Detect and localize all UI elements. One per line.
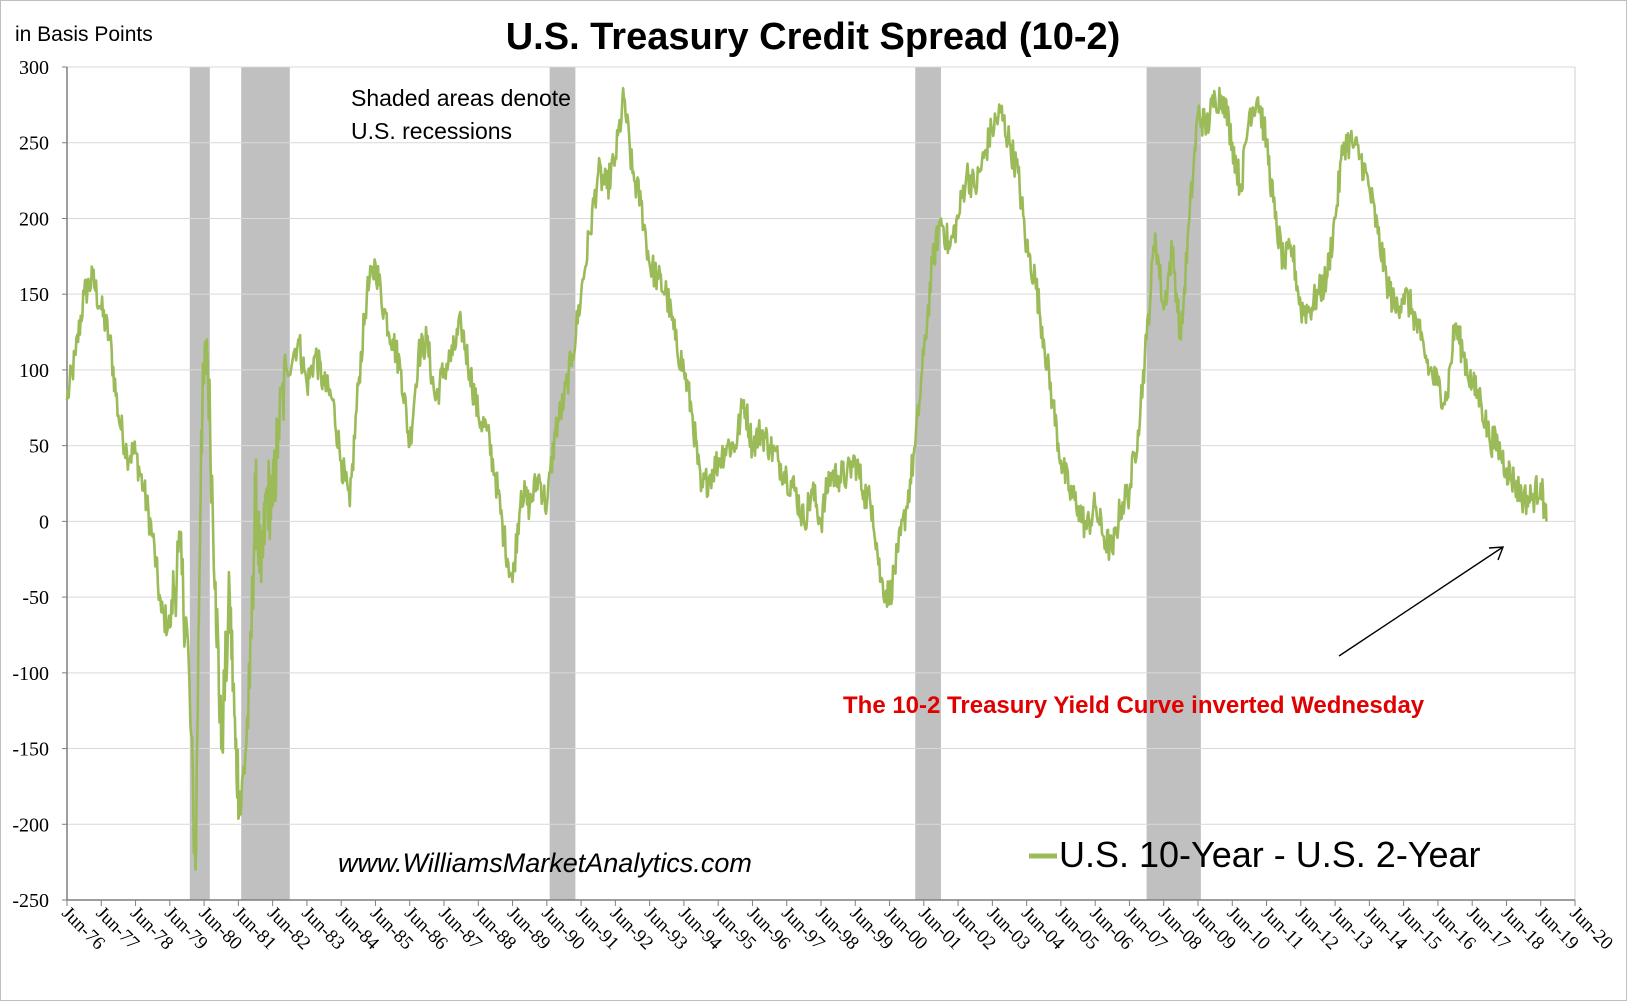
series-layer — [65, 86, 1548, 871]
y-tick-label: -200 — [12, 814, 49, 836]
annotation-arrow — [1338, 546, 1505, 657]
y-tick-label: -100 — [12, 663, 49, 685]
source-watermark: www.WilliamsMarketAnalytics.com — [338, 848, 752, 878]
y-tick-label: -250 — [12, 890, 49, 912]
y-tick-label: 50 — [29, 436, 49, 458]
gridlines — [67, 66, 1575, 901]
y-tick-label: 200 — [19, 208, 49, 230]
y-tick-label: 250 — [19, 133, 49, 155]
y-axis-label: in Basis Points — [15, 23, 153, 46]
recession-shading-layer — [189, 67, 1201, 900]
y-tick-label: 300 — [19, 57, 49, 79]
recession-band — [915, 67, 941, 900]
recession-note-line-1: Shaded areas denote — [351, 85, 571, 111]
legend-label: U.S. 10-Year - U.S. 2-Year — [1059, 834, 1481, 875]
recession-band — [549, 67, 576, 900]
y-tick-label: 0 — [39, 511, 49, 533]
y-tick-label: -150 — [12, 739, 49, 761]
recession-band — [241, 67, 290, 900]
legend: U.S. 10-Year - U.S. 2-Year — [1029, 834, 1481, 875]
y-tick-label: 100 — [19, 360, 49, 382]
inversion-annotation: The 10-2 Treasury Yield Curve inverted W… — [843, 692, 1425, 719]
y-tick-label: 150 — [19, 284, 49, 306]
spread-series-line — [65, 86, 1548, 871]
recession-band — [1146, 67, 1201, 900]
recession-note-line-2: U.S. recessions — [351, 118, 512, 144]
chart-title: U.S. Treasury Credit Spread (10-2) — [506, 16, 1121, 58]
y-tick-label: -50 — [22, 587, 49, 609]
